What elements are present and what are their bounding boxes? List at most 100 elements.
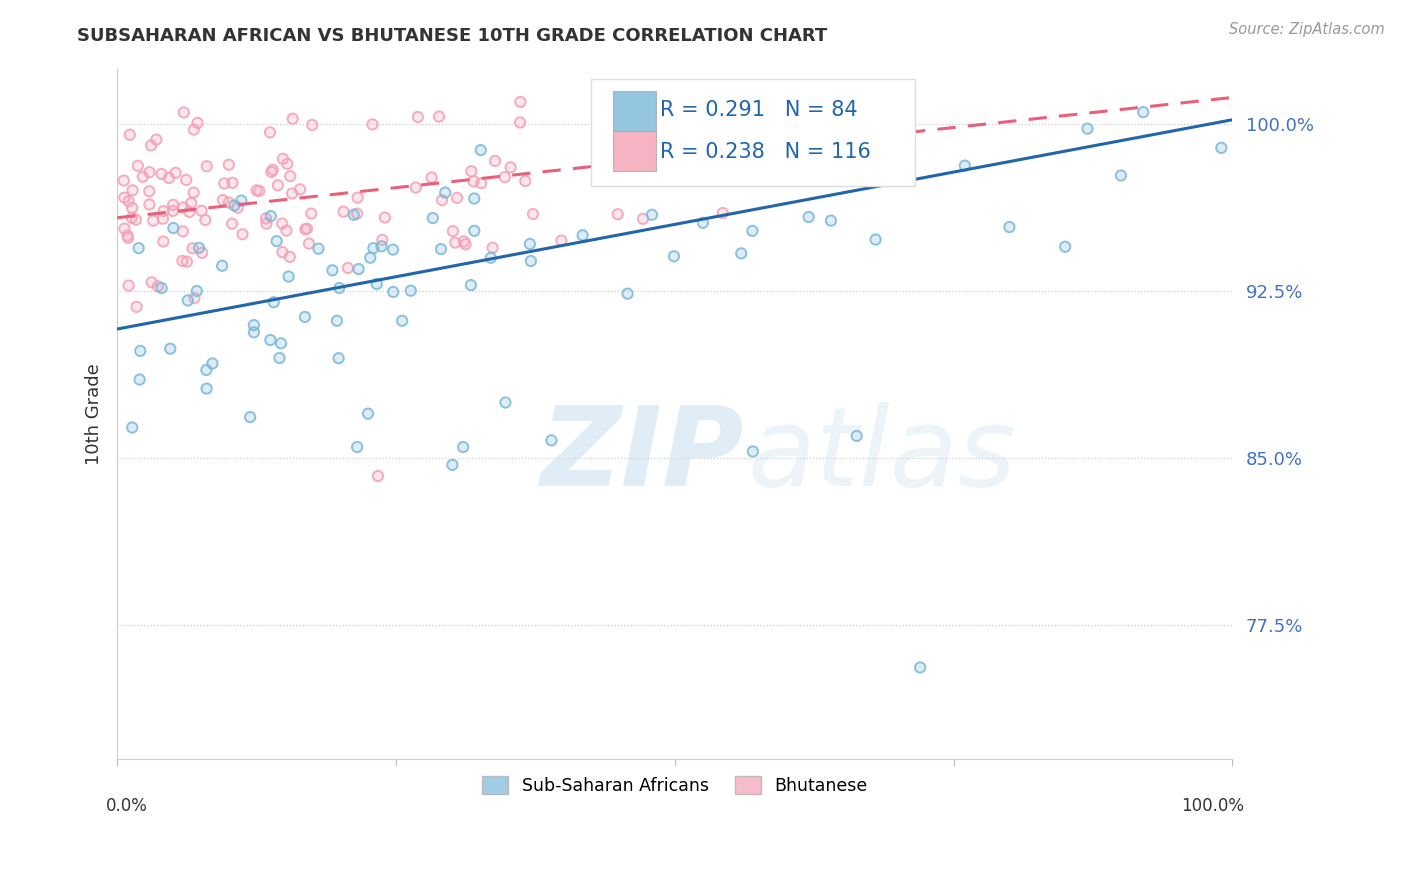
Point — [221, 217, 243, 231]
Point — [231, 227, 253, 242]
Point — [112, 173, 135, 187]
Point — [212, 193, 235, 207]
Point — [797, 210, 820, 224]
Point — [405, 180, 427, 194]
Point — [270, 336, 292, 351]
Point — [522, 207, 544, 221]
Point — [399, 284, 422, 298]
Point — [672, 95, 695, 109]
Point — [256, 217, 278, 231]
Point — [470, 143, 492, 157]
Text: 100.0%: 100.0% — [1181, 797, 1244, 814]
Point — [820, 213, 842, 227]
Point — [741, 444, 763, 458]
Point — [246, 183, 269, 197]
FancyBboxPatch shape — [613, 130, 655, 170]
Point — [288, 182, 311, 196]
Point — [326, 314, 349, 328]
Point — [150, 167, 173, 181]
Point — [125, 212, 148, 227]
Point — [195, 363, 218, 377]
Point — [191, 245, 214, 260]
Point — [138, 184, 160, 198]
Point — [797, 136, 820, 150]
Point — [346, 191, 368, 205]
Point — [117, 228, 139, 243]
Point — [259, 333, 281, 347]
Point — [180, 196, 202, 211]
Point — [434, 186, 457, 200]
Point — [741, 95, 763, 109]
Point — [571, 228, 593, 243]
Point — [141, 275, 163, 289]
Point — [301, 118, 323, 132]
Point — [346, 440, 368, 454]
Point — [112, 190, 135, 204]
Point — [359, 251, 381, 265]
Point — [118, 194, 141, 209]
Point — [953, 159, 976, 173]
Point — [460, 164, 482, 178]
Point — [616, 99, 638, 113]
Point — [463, 224, 485, 238]
Point — [271, 152, 294, 166]
Point — [266, 234, 288, 248]
Point — [520, 254, 543, 268]
Point — [908, 660, 931, 674]
Point — [298, 236, 321, 251]
Point — [454, 237, 477, 252]
Point — [735, 118, 758, 132]
Point — [118, 128, 141, 142]
Point — [145, 132, 167, 146]
Point — [371, 233, 394, 247]
Point — [463, 174, 485, 188]
Point — [1054, 240, 1077, 254]
Point — [399, 284, 422, 298]
Point — [470, 176, 492, 190]
Point — [494, 170, 516, 185]
Point — [484, 153, 506, 168]
Point — [125, 212, 148, 227]
Point — [239, 410, 262, 425]
Point — [128, 241, 150, 255]
Point — [470, 176, 492, 190]
Point — [519, 236, 541, 251]
Point — [741, 95, 763, 109]
Point — [186, 284, 208, 298]
Point — [845, 429, 868, 443]
Point — [165, 166, 187, 180]
Point — [606, 207, 628, 221]
Point — [278, 169, 301, 183]
Point — [453, 235, 475, 249]
Point — [186, 284, 208, 298]
Point — [998, 220, 1021, 235]
Point — [201, 356, 224, 370]
Point — [125, 300, 148, 314]
Point — [276, 224, 298, 238]
Point — [800, 145, 823, 159]
Point — [243, 318, 266, 332]
Point — [463, 224, 485, 238]
Point — [183, 122, 205, 136]
Point — [138, 184, 160, 198]
Point — [357, 407, 380, 421]
Point — [132, 169, 155, 184]
Point — [211, 259, 233, 273]
Point — [195, 159, 218, 173]
Point — [276, 157, 298, 171]
Point — [382, 243, 405, 257]
Point — [118, 128, 141, 142]
Y-axis label: 10th Grade: 10th Grade — [86, 363, 103, 465]
Point — [269, 351, 291, 365]
Point — [294, 310, 316, 324]
Point — [332, 204, 354, 219]
Point — [278, 169, 301, 183]
Point — [430, 242, 453, 256]
Point — [515, 174, 537, 188]
Point — [295, 221, 318, 235]
Point — [194, 213, 217, 227]
Point — [162, 198, 184, 212]
Point — [254, 211, 277, 226]
Point — [195, 382, 218, 396]
Point — [820, 213, 842, 227]
